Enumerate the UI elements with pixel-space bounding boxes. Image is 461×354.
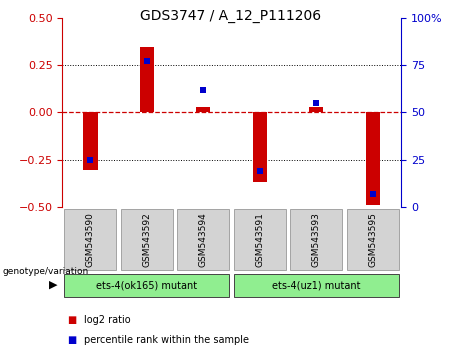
Text: ets-4(ok165) mutant: ets-4(ok165) mutant [96, 280, 197, 290]
Bar [253, 113, 267, 182]
Bar [366, 113, 380, 205]
Bar [177, 209, 230, 269]
Bar [196, 107, 211, 113]
Bar [347, 209, 399, 269]
Bar [234, 209, 286, 269]
Text: ▶: ▶ [49, 280, 57, 290]
Text: GSM543592: GSM543592 [142, 212, 152, 267]
Text: GSM543590: GSM543590 [86, 212, 95, 267]
Bar [65, 274, 230, 297]
Text: genotype/variation: genotype/variation [2, 267, 89, 276]
Bar [121, 209, 173, 269]
Text: GSM543591: GSM543591 [255, 212, 265, 267]
Bar [65, 209, 117, 269]
Text: GDS3747 / A_12_P111206: GDS3747 / A_12_P111206 [140, 9, 321, 23]
Text: ■: ■ [67, 335, 76, 345]
Bar [290, 209, 343, 269]
Bar [83, 113, 98, 170]
Text: log2 ratio: log2 ratio [84, 315, 131, 325]
Bar [309, 107, 324, 113]
Text: ■: ■ [67, 315, 76, 325]
Text: GSM543593: GSM543593 [312, 212, 321, 267]
Bar [140, 47, 154, 113]
Text: percentile rank within the sample: percentile rank within the sample [84, 335, 249, 345]
Text: GSM543595: GSM543595 [368, 212, 378, 267]
Text: GSM543594: GSM543594 [199, 212, 208, 267]
Text: ets-4(uz1) mutant: ets-4(uz1) mutant [272, 280, 361, 290]
Bar [234, 274, 399, 297]
